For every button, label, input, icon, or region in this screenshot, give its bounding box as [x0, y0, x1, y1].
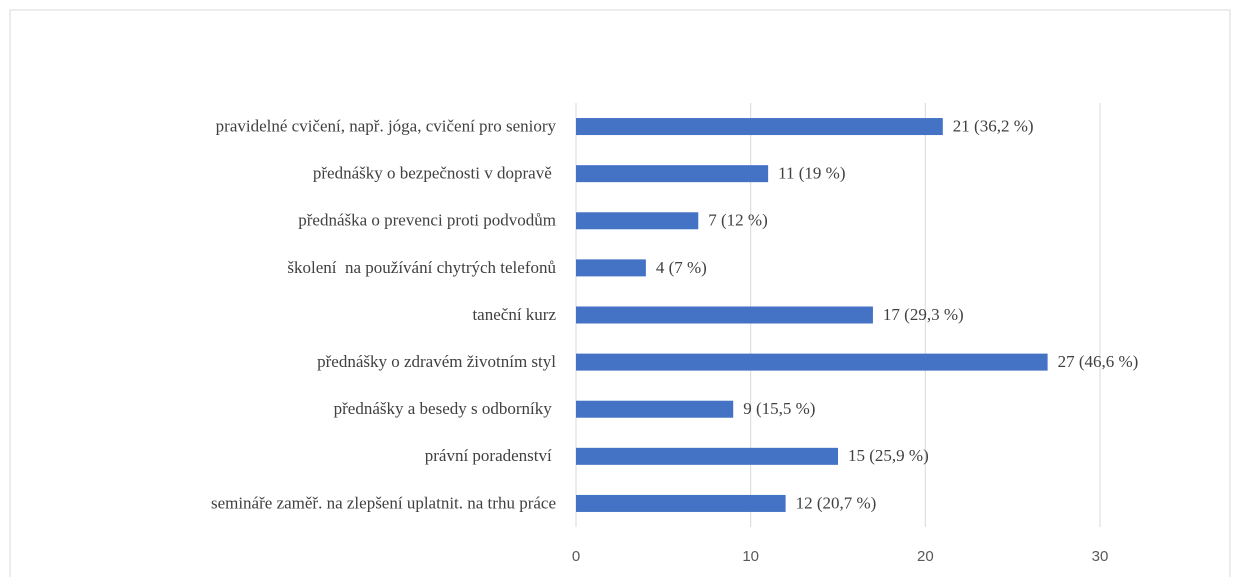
data-label: 27 (46,6 %) — [1058, 352, 1139, 371]
data-label: 4 (7 %) — [656, 258, 707, 277]
y-tick-label: pravidelné cvičení, např. jóga, cvičení … — [216, 116, 557, 135]
data-label: 9 (15,5 %) — [743, 399, 815, 418]
y-tick-label: semináře zaměř. na zlepšení uplatnit. na… — [211, 493, 556, 512]
data-label: 7 (12 %) — [708, 211, 767, 230]
x-tick-label: 30 — [1092, 548, 1109, 565]
bar — [576, 447, 838, 465]
bar — [576, 165, 769, 183]
x-tick-label: 20 — [917, 548, 934, 565]
chart-border — [9, 9, 1231, 577]
x-tick-label: 0 — [572, 548, 580, 565]
bar — [576, 259, 646, 277]
bar — [576, 212, 699, 230]
y-tick-label: přednášky o zdravém životním styl — [317, 352, 556, 371]
y-tick-label: právní poradenství — [425, 446, 556, 465]
data-label: 17 (29,3 %) — [883, 305, 964, 324]
y-tick-label: přednášky o bezpečnosti v dopravě — [313, 164, 556, 183]
bar — [576, 118, 943, 136]
y-tick-label: přednáška o prevenci proti podvodům — [298, 211, 556, 230]
data-label: 21 (36,2 %) — [953, 116, 1034, 135]
bar — [576, 353, 1048, 371]
data-label: 15 (25,9 %) — [848, 446, 929, 465]
data-label: 12 (20,7 %) — [796, 493, 877, 512]
bar — [576, 306, 873, 324]
bar — [576, 400, 734, 418]
y-tick-label: taneční kurz — [472, 305, 556, 324]
x-tick-label: 10 — [742, 548, 759, 565]
data-label: 11 (19 %) — [778, 164, 845, 183]
y-tick-label: školení na používání chytrých telefonů — [287, 258, 556, 277]
bar — [576, 494, 786, 512]
y-tick-label: přednášky a besedy s odborníky — [334, 399, 556, 418]
